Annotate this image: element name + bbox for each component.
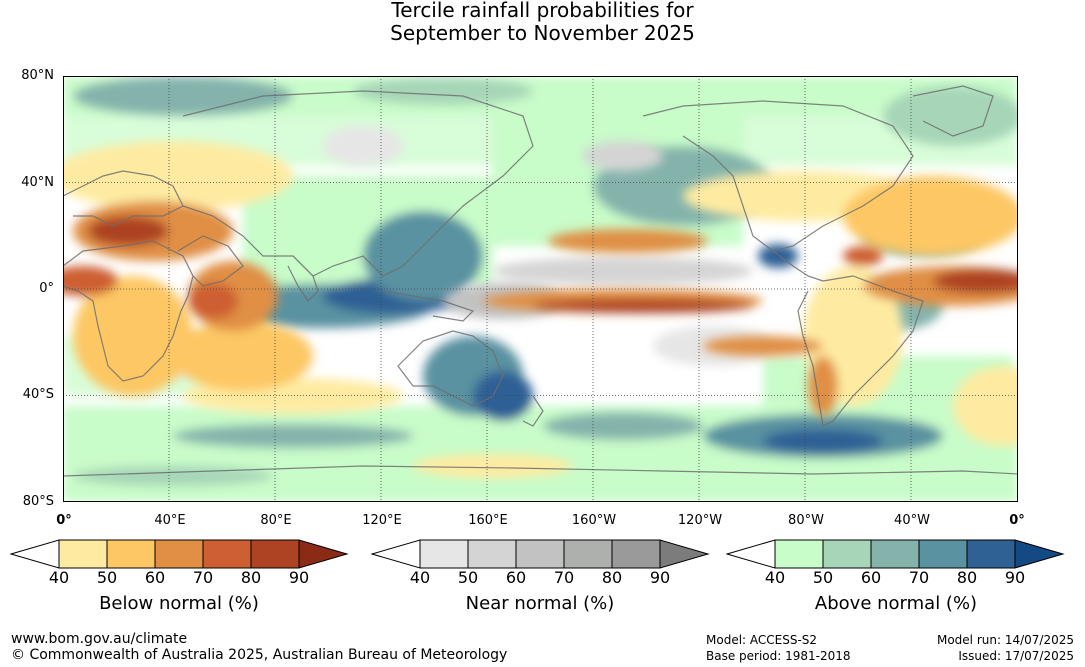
tick-label: 70 <box>192 568 214 587</box>
tick-label: 40 <box>409 568 431 587</box>
colorbar-near-title: Near normal (%) <box>465 593 615 614</box>
colorbar-above-normal <box>726 539 1065 569</box>
colorbar-segment <box>774 539 824 569</box>
base-period-text: Base period: 1981-2018 <box>706 649 851 663</box>
above-normal-field <box>63 76 1018 502</box>
below-normal-field <box>63 141 1018 478</box>
lon-label-80e: 80°E <box>260 513 292 528</box>
lon-label-160e: 160°E <box>468 513 508 528</box>
rainfall-probability-map <box>63 76 1018 502</box>
map-frame <box>63 76 1018 502</box>
tick-label: 70 <box>553 568 575 587</box>
colorbar-above-title: Above normal (%) <box>814 593 978 614</box>
lon-label-160w: 160°W <box>571 513 617 528</box>
lat-label-40s: 40°S <box>22 387 54 402</box>
colorbar-segment <box>611 539 661 569</box>
colorbar-extend-left <box>10 539 60 569</box>
colorbar-segment <box>467 539 517 569</box>
tick-label: 40 <box>48 568 70 587</box>
colorbar-segment <box>154 539 204 569</box>
lat-label-80s: 80°S <box>22 494 54 509</box>
colorbar-segment <box>870 539 920 569</box>
lat-label-80n: 80°N <box>21 68 54 83</box>
colorbar-near-normal <box>371 539 710 569</box>
colorbar-extend-right <box>298 539 349 569</box>
model-text: Model: ACCESS-S2 <box>706 633 818 647</box>
colorbar-segment <box>419 539 469 569</box>
tick-label: 60 <box>144 568 166 587</box>
map-title-line1: Tercile rainfall probabilities for <box>391 0 694 22</box>
land-outlines <box>63 85 1018 477</box>
colorbar-segment <box>58 539 108 569</box>
map-title: Tercile rainfall probabilities for Septe… <box>0 0 1085 45</box>
colorbar-segment <box>966 539 1016 569</box>
issued-text: Issued: 17/07/2025 <box>958 649 1074 663</box>
tick-label: 80 <box>956 568 978 587</box>
colorbar-segment <box>106 539 156 569</box>
copyright-text: © Commonwealth of Australia 2025, Austra… <box>11 647 508 663</box>
tick-label: 90 <box>649 568 671 587</box>
lon-label-120w: 120°W <box>677 513 723 528</box>
lon-label-80w: 80°W <box>788 513 824 528</box>
tick-label: 60 <box>505 568 527 587</box>
lon-label-40w: 40°W <box>894 513 930 528</box>
tick-label: 80 <box>601 568 623 587</box>
colorbar-segment <box>250 539 300 569</box>
tick-label: 90 <box>288 568 310 587</box>
tick-label: 40 <box>764 568 786 587</box>
colorbar-extend-left <box>371 539 421 569</box>
tick-label: 50 <box>457 568 479 587</box>
tick-label: 80 <box>240 568 262 587</box>
colorbar-segment <box>822 539 872 569</box>
lat-label-40n: 40°N <box>21 175 54 190</box>
tick-label: 50 <box>812 568 834 587</box>
tick-label: 60 <box>860 568 882 587</box>
colorbar-extend-right <box>659 539 710 569</box>
map-title-line2: September to November 2025 <box>390 21 695 45</box>
lat-label-0: 0° <box>39 281 54 296</box>
colorbar-segment <box>515 539 565 569</box>
lon-label-120e: 120°E <box>362 513 402 528</box>
website-link[interactable]: www.bom.gov.au/climate <box>11 631 188 647</box>
colorbar-below-normal <box>10 539 349 569</box>
tick-label: 90 <box>1004 568 1026 587</box>
model-run-text: Model run: 14/07/2025 <box>936 633 1074 647</box>
colorbar-segment <box>918 539 968 569</box>
colorbar-extend-right <box>1014 539 1065 569</box>
colorbar-below-title: Below normal (%) <box>99 593 259 614</box>
colorbar-segment <box>563 539 613 569</box>
graticule <box>63 76 1018 502</box>
tick-label: 50 <box>96 568 118 587</box>
lon-label-0-right: 0° <box>1009 513 1025 528</box>
lon-label-0-left: 0° <box>56 513 72 528</box>
tick-label: 70 <box>908 568 930 587</box>
lon-label-40e: 40°E <box>154 513 186 528</box>
colorbar-extend-left <box>726 539 776 569</box>
colorbar-segment <box>202 539 252 569</box>
